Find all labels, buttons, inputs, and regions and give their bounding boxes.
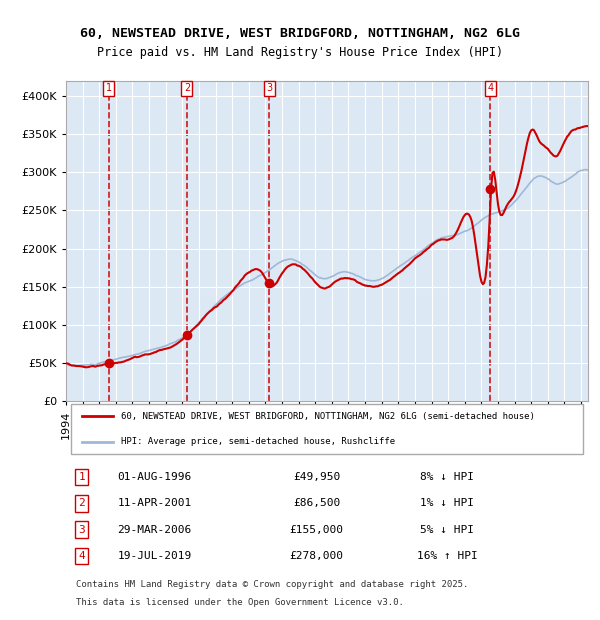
- Text: This data is licensed under the Open Government Licence v3.0.: This data is licensed under the Open Gov…: [76, 598, 404, 608]
- Text: 60, NEWSTEAD DRIVE, WEST BRIDGFORD, NOTTINGHAM, NG2 6LG (semi-detached house): 60, NEWSTEAD DRIVE, WEST BRIDGFORD, NOTT…: [121, 412, 535, 421]
- Text: Contains HM Land Registry data © Crown copyright and database right 2025.: Contains HM Land Registry data © Crown c…: [76, 580, 469, 589]
- Text: 8% ↓ HPI: 8% ↓ HPI: [420, 472, 474, 482]
- Text: 60, NEWSTEAD DRIVE, WEST BRIDGFORD, NOTTINGHAM, NG2 6LG: 60, NEWSTEAD DRIVE, WEST BRIDGFORD, NOTT…: [80, 27, 520, 40]
- Text: 4: 4: [487, 83, 494, 93]
- Text: £86,500: £86,500: [293, 498, 340, 508]
- Text: 3: 3: [78, 525, 85, 534]
- Text: £278,000: £278,000: [290, 551, 344, 561]
- Text: £49,950: £49,950: [293, 472, 340, 482]
- Text: 1% ↓ HPI: 1% ↓ HPI: [420, 498, 474, 508]
- Text: 5% ↓ HPI: 5% ↓ HPI: [420, 525, 474, 534]
- Text: Price paid vs. HM Land Registry's House Price Index (HPI): Price paid vs. HM Land Registry's House …: [97, 46, 503, 59]
- Text: 1: 1: [78, 472, 85, 482]
- Text: 29-MAR-2006: 29-MAR-2006: [118, 525, 192, 534]
- Text: 1: 1: [106, 83, 112, 93]
- Text: 4: 4: [78, 551, 85, 561]
- Text: 01-AUG-1996: 01-AUG-1996: [118, 472, 192, 482]
- FancyBboxPatch shape: [71, 404, 583, 454]
- Text: 16% ↑ HPI: 16% ↑ HPI: [416, 551, 478, 561]
- Text: 2: 2: [78, 498, 85, 508]
- Text: 2: 2: [184, 83, 190, 93]
- Text: 19-JUL-2019: 19-JUL-2019: [118, 551, 192, 561]
- Text: 3: 3: [266, 83, 272, 93]
- Text: HPI: Average price, semi-detached house, Rushcliffe: HPI: Average price, semi-detached house,…: [121, 437, 395, 446]
- Text: £155,000: £155,000: [290, 525, 344, 534]
- Text: 11-APR-2001: 11-APR-2001: [118, 498, 192, 508]
